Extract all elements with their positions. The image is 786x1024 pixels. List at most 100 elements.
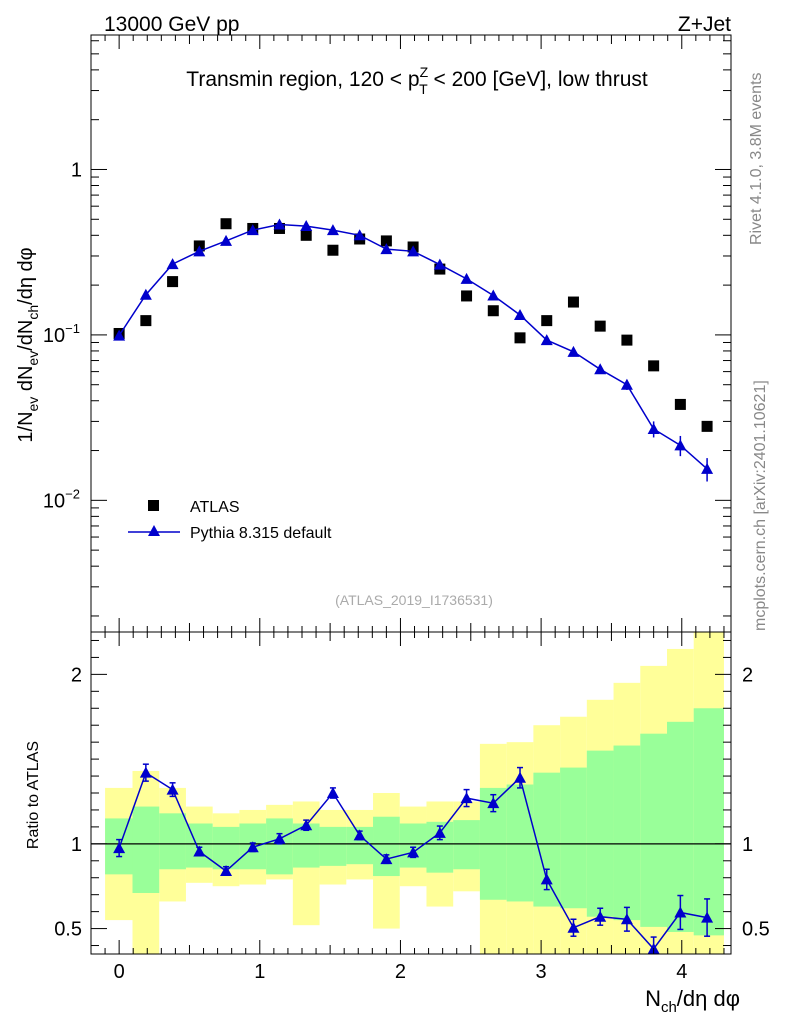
pythia-point	[113, 329, 126, 341]
ratio-pythia-point	[300, 819, 313, 831]
x-tick-label: 1	[254, 961, 265, 983]
atlas-point	[380, 235, 392, 247]
ratio-y-tick-label-right: 2	[742, 664, 753, 686]
x-tick-label: 2	[395, 961, 406, 983]
inner-band	[506, 784, 534, 902]
atlas-point	[621, 334, 633, 346]
x-tick-label: 4	[676, 961, 687, 983]
ratio-y-tick-label-left: 2	[71, 664, 82, 686]
ratio-pythia-point	[433, 826, 446, 838]
pythia-point	[620, 378, 633, 390]
atlas-point	[167, 276, 179, 288]
ratio-pythia-point	[246, 841, 259, 853]
pythia-point	[514, 308, 527, 320]
atlas-point	[567, 296, 579, 308]
pythia-point	[567, 345, 580, 357]
ratio-pythia-point	[353, 829, 366, 841]
ratio-pythia-point	[701, 911, 714, 923]
pythia-point	[166, 258, 179, 270]
ratio-y-tick-label-right: 1	[742, 834, 753, 856]
ratio-pythia-point	[620, 913, 633, 925]
inner-band	[266, 818, 293, 875]
pythia-point	[674, 439, 687, 451]
atlas-point	[300, 229, 312, 241]
pythia-point	[647, 422, 660, 434]
legend-entry-atlas: ATLAS	[190, 499, 240, 516]
pythia-point	[701, 462, 714, 474]
rivet-label: Rivet 4.1.0, 3.8M events	[748, 72, 765, 245]
main-frame	[90, 34, 732, 633]
ratio-pythia-point	[540, 873, 553, 885]
inner-band	[586, 750, 614, 917]
atlas-point	[541, 315, 553, 327]
watermark: (ATLAS_2019_I1736531)	[335, 592, 493, 608]
x-axis-label: Nch/dη dφ	[645, 986, 740, 1016]
pythia-point	[300, 220, 313, 232]
ratio-frame	[90, 631, 732, 955]
ratio-pythia-point	[113, 842, 126, 854]
inner-band	[132, 806, 160, 893]
pythia-line	[118, 223, 708, 470]
pythia-point	[273, 218, 286, 230]
atlas-point	[594, 320, 606, 332]
pythia-point	[246, 224, 259, 236]
ratio-panel: 0.5 0.5 1 1 2 2 0 1 2 3 4 Ratio to ATLAS Nch/dη d…	[25, 631, 770, 1016]
mcplots-label: mcplots.cern.ch [arXiv:2401.10621]	[752, 380, 769, 631]
pythia-point	[540, 334, 553, 346]
main-y-axis-label: 1/Nev dNev/dNch/dη dφ	[15, 247, 41, 442]
pythia-point	[460, 272, 473, 284]
atlas-point	[461, 290, 473, 302]
inner-band	[640, 733, 667, 927]
atlas-point	[220, 218, 232, 230]
ratio-pythia-point	[326, 787, 339, 798]
pythia-point	[594, 363, 607, 375]
inner-band	[319, 826, 347, 866]
pythia-point	[139, 288, 152, 300]
inner-band	[453, 820, 480, 870]
pythia-point	[353, 229, 366, 241]
ratio-pythia-point	[460, 792, 473, 804]
ratio-pythia-point	[594, 910, 607, 922]
atlas-point	[514, 332, 526, 344]
pythia-point	[220, 234, 233, 246]
inner-band	[159, 813, 186, 870]
pythia-point	[487, 289, 500, 301]
legend: ATLAS Pythia 8.315 default	[128, 499, 332, 542]
ratio-pythia-point	[193, 845, 206, 857]
ratio-y-axis-label: Ratio to ATLAS	[25, 741, 42, 849]
atlas-point	[674, 398, 686, 410]
header-right: Z+Jet	[678, 13, 731, 36]
main-y-tick-label: 1	[71, 159, 82, 181]
main-y-tick-label: 10−1	[43, 321, 80, 347]
pythia-point	[407, 245, 420, 257]
inner-band	[613, 745, 641, 921]
main-panel: Transmin region, 120 < pZ T < 200 [GeV], …	[15, 34, 732, 633]
ratio-y-tick-label-left: 1	[71, 834, 82, 856]
ratio-pythia-point	[487, 797, 500, 809]
legend-marker-pythia	[148, 525, 160, 536]
ratio-pythia-point	[567, 921, 580, 933]
ratio-pythia-point	[407, 846, 420, 858]
pythia-point	[380, 243, 393, 255]
inner-band	[560, 767, 587, 909]
x-tick-label: 3	[536, 961, 547, 983]
inner-band	[693, 708, 724, 936]
atlas-point	[327, 244, 339, 256]
ratio-pythia-point	[514, 771, 527, 783]
inner-band	[373, 816, 400, 877]
atlas-point	[701, 420, 713, 432]
ratio-pythia-point	[674, 906, 687, 918]
ratio-pythia-point	[139, 766, 152, 778]
legend-marker-atlas	[148, 500, 159, 511]
atlas-point	[140, 315, 152, 327]
pythia-point	[326, 224, 339, 236]
atlas-point	[648, 360, 660, 372]
ratio-pythia-point	[380, 853, 393, 865]
ratio-pythia-point	[220, 864, 233, 876]
pythia-point	[193, 245, 206, 257]
ratio-y-tick-label-left: 0.5	[54, 919, 82, 941]
x-tick-label: 0	[114, 961, 125, 983]
atlas-point	[487, 305, 499, 317]
ratio-pythia-point	[166, 783, 179, 795]
